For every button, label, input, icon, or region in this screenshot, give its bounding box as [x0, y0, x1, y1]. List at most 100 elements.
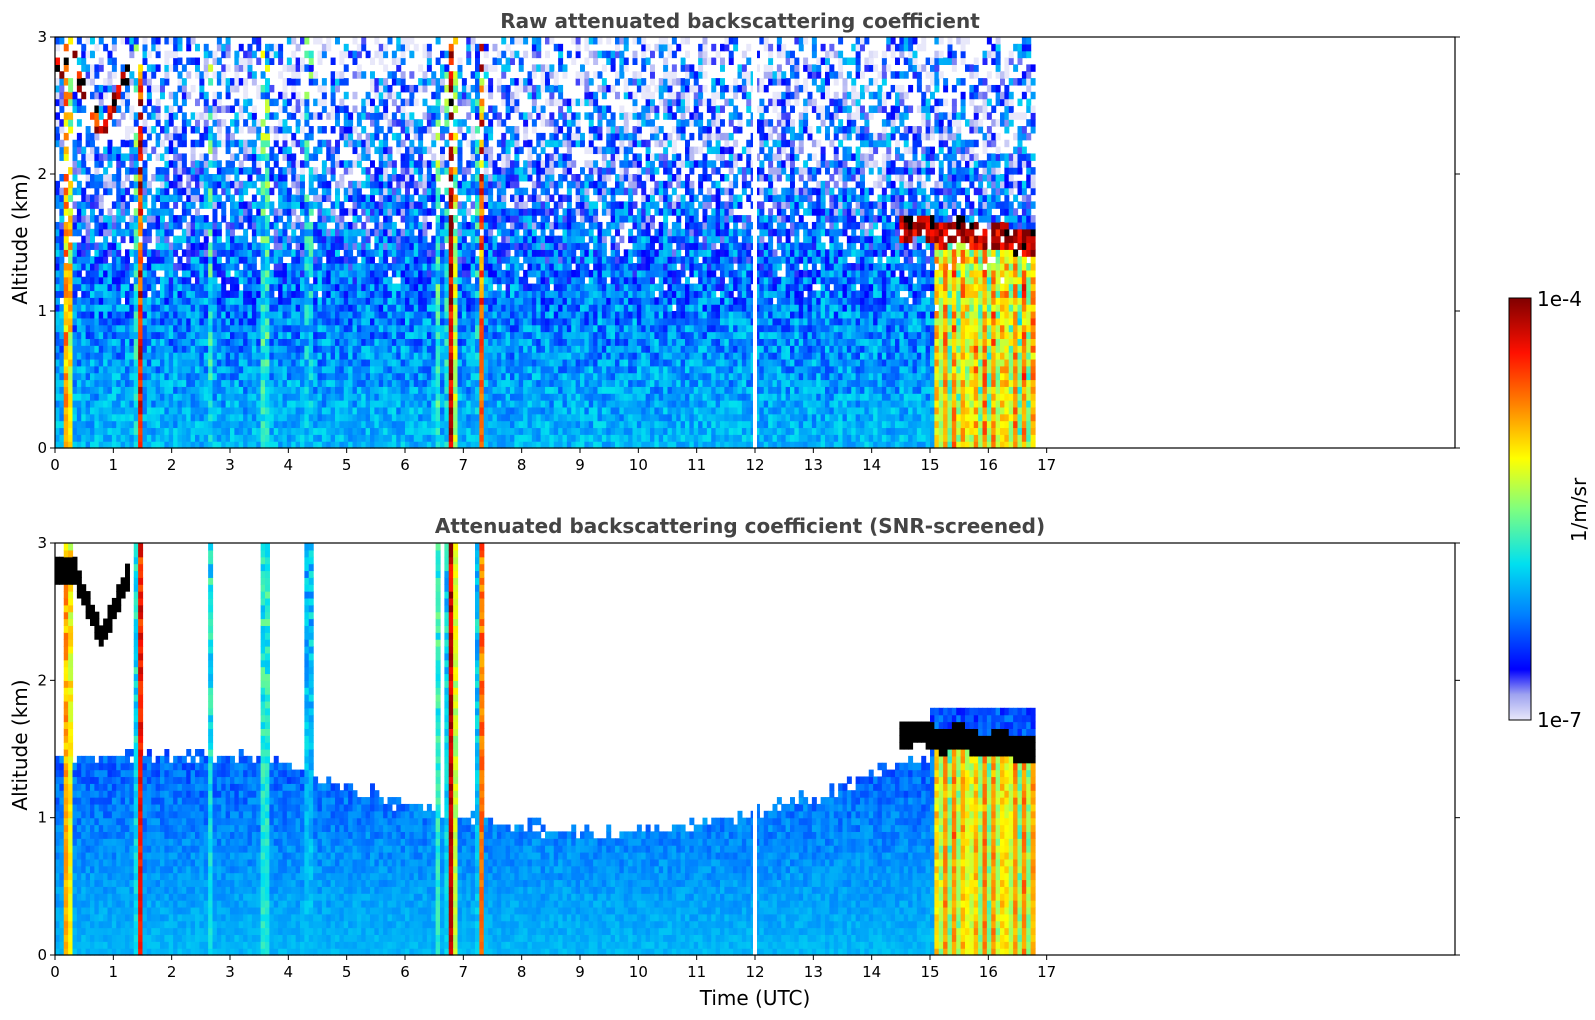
heatmap-cell — [374, 324, 380, 333]
heatmap-cell — [199, 153, 205, 161]
heatmap-cell — [111, 338, 117, 346]
heatmap-cell — [160, 215, 165, 223]
heatmap-cell — [98, 263, 104, 271]
heatmap-cell — [76, 283, 82, 292]
heatmap-cell — [435, 297, 441, 305]
heatmap-cell — [190, 331, 196, 339]
heatmap-cell — [444, 235, 450, 244]
heatmap-cell — [203, 242, 209, 250]
heatmap-cell — [396, 242, 402, 250]
heatmap-cell — [63, 393, 69, 401]
heatmap-cell — [59, 84, 65, 93]
heatmap-cell — [155, 64, 161, 72]
heatmap-cell — [59, 372, 65, 381]
heatmap-cell — [243, 311, 249, 319]
heatmap-cell — [304, 338, 310, 346]
heatmap-cell — [492, 304, 498, 312]
heatmap-cell — [177, 283, 183, 292]
heatmap-cell — [81, 57, 87, 65]
heatmap-cell — [453, 290, 459, 298]
heatmap-cell — [418, 393, 424, 401]
heatmap-cell — [409, 393, 415, 401]
heatmap-cell — [212, 194, 218, 202]
heatmap-cell — [335, 331, 340, 339]
heatmap-cell — [378, 91, 384, 100]
heatmap-cell — [300, 290, 305, 298]
heatmap-cell — [387, 283, 393, 292]
heatmap-cell — [453, 263, 459, 271]
heatmap-cell — [76, 324, 82, 333]
heatmap-cell — [295, 201, 301, 209]
heatmap-cell — [295, 187, 301, 196]
heatmap-cell — [431, 276, 437, 285]
heatmap-cell — [273, 283, 279, 292]
heatmap-cell — [151, 386, 157, 394]
heatmap-cell — [234, 283, 240, 292]
heatmap-cell — [457, 441, 463, 449]
heatmap-cell — [133, 43, 139, 52]
heatmap-cell — [190, 112, 196, 120]
heatmap-cell — [378, 167, 384, 175]
heatmap-cell — [335, 427, 340, 435]
heatmap-cell — [120, 317, 126, 326]
heatmap-cell — [426, 50, 432, 59]
heatmap-cell — [365, 406, 371, 415]
heatmap-cell — [234, 215, 240, 223]
heatmap-cell — [256, 304, 262, 312]
heatmap-cell — [125, 434, 130, 442]
heatmap-cell — [164, 283, 170, 292]
heatmap-cell — [496, 400, 502, 408]
heatmap-cell — [216, 406, 222, 415]
heatmap-cell — [230, 324, 235, 333]
heatmap-cell — [440, 215, 445, 223]
heatmap-cell — [225, 235, 231, 244]
heatmap-cell — [391, 194, 397, 202]
heatmap-cell — [190, 235, 196, 244]
heatmap-cell — [142, 420, 148, 429]
heatmap-cell — [343, 263, 349, 271]
heatmap-cell — [251, 386, 257, 394]
heatmap-cell — [400, 256, 406, 264]
heatmap-cell — [295, 386, 301, 394]
heatmap-cell — [195, 420, 200, 429]
heatmap-cell — [326, 37, 332, 45]
heatmap-cell — [400, 372, 406, 381]
heatmap-cell — [269, 345, 275, 353]
heatmap-cell — [160, 290, 165, 298]
heatmap-cell — [343, 317, 349, 326]
heatmap-cell — [409, 406, 415, 415]
heatmap-cell — [453, 324, 459, 333]
heatmap-cell — [440, 228, 445, 237]
heatmap-cell — [339, 400, 345, 408]
heatmap-cell — [256, 153, 262, 161]
heatmap-cell — [76, 413, 82, 422]
heatmap-cell — [55, 119, 60, 127]
heatmap-cell — [116, 194, 122, 202]
heatmap-cell — [470, 297, 476, 305]
heatmap-cell — [111, 345, 117, 353]
heatmap-cell — [422, 441, 428, 449]
heatmap-cell — [81, 146, 87, 155]
heatmap-cell — [492, 331, 498, 339]
heatmap-cell — [405, 194, 410, 202]
heatmap-cell — [160, 78, 165, 86]
heatmap-cell — [63, 112, 69, 120]
heatmap-cell — [59, 235, 65, 244]
heatmap-cell — [317, 358, 323, 367]
heatmap-cell — [374, 242, 380, 250]
heatmap-cell — [116, 263, 122, 271]
heatmap-cell — [457, 146, 463, 155]
heatmap-cell — [457, 365, 463, 374]
heatmap-cell — [348, 379, 354, 387]
heatmap-cell — [129, 194, 135, 202]
heatmap-cell — [413, 304, 419, 312]
heatmap-cell — [501, 276, 507, 285]
heatmap-cell — [173, 57, 179, 65]
heatmap-cell — [146, 276, 152, 285]
heatmap-cell — [265, 98, 270, 107]
heatmap-cell — [321, 406, 327, 415]
heatmap-cell — [251, 352, 257, 360]
heatmap-cell — [195, 71, 200, 79]
heatmap-cell — [190, 215, 196, 223]
heatmap-cell — [199, 71, 205, 79]
